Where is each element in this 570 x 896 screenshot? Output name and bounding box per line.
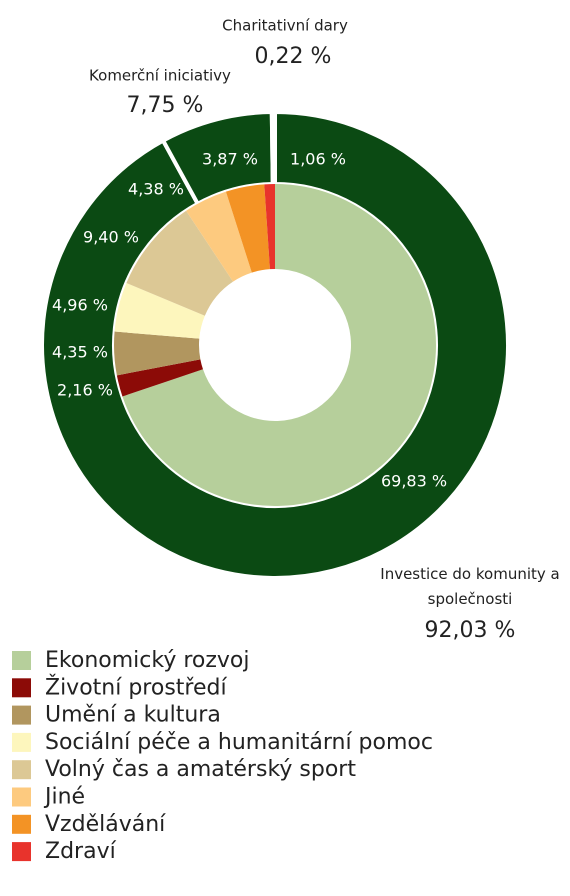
value-label: 1,06 % [290, 150, 346, 169]
legend-label: Životní prostředí [45, 674, 227, 700]
value-label: 9,40 % [83, 228, 139, 247]
outer-label: Investice do komunity a společnosti [380, 565, 560, 608]
slice [264, 184, 275, 270]
legend-swatch [12, 651, 31, 670]
legend-label: Vzdělávání [45, 812, 166, 837]
legend-swatch [12, 678, 31, 698]
legend-swatch [12, 842, 31, 862]
value-label: 69,83 % [381, 472, 447, 491]
outer-value-label: 92,03 % [424, 618, 516, 643]
slice [114, 331, 201, 376]
outer-value-label: 0,22 % [255, 44, 332, 69]
slice [186, 191, 252, 282]
slice [269, 109, 277, 187]
slice [126, 210, 234, 316]
legend-swatch [12, 705, 31, 725]
outer-label: Komerční iniciativy [89, 67, 231, 85]
legend-swatch [12, 814, 31, 834]
legend-label: Jiné [43, 785, 85, 810]
outer-value-label: 7,75 % [127, 93, 204, 118]
legend-label: Umění a kultura [45, 703, 221, 728]
value-label: 4,38 % [128, 180, 184, 199]
legend-label: Sociální péče a humanitární pomoc [45, 730, 433, 755]
value-label: 3,87 % [202, 150, 258, 169]
slice [114, 282, 205, 339]
value-label: 2,16 % [57, 381, 113, 400]
value-label: 4,96 % [52, 296, 108, 315]
slice [116, 359, 203, 397]
legend-swatch [12, 760, 31, 780]
outer-label: Charitativní dary [222, 17, 348, 35]
slice [225, 184, 270, 273]
value-label: 4,35 % [52, 343, 108, 362]
legend-swatch [12, 732, 31, 752]
legend-label: Volný čas a amatérský sport [45, 757, 356, 782]
slice [122, 184, 437, 507]
legend-label: Ekonomický rozvoj [45, 648, 250, 673]
legend-label: Zdraví [45, 839, 117, 864]
legend-swatch [12, 787, 31, 807]
